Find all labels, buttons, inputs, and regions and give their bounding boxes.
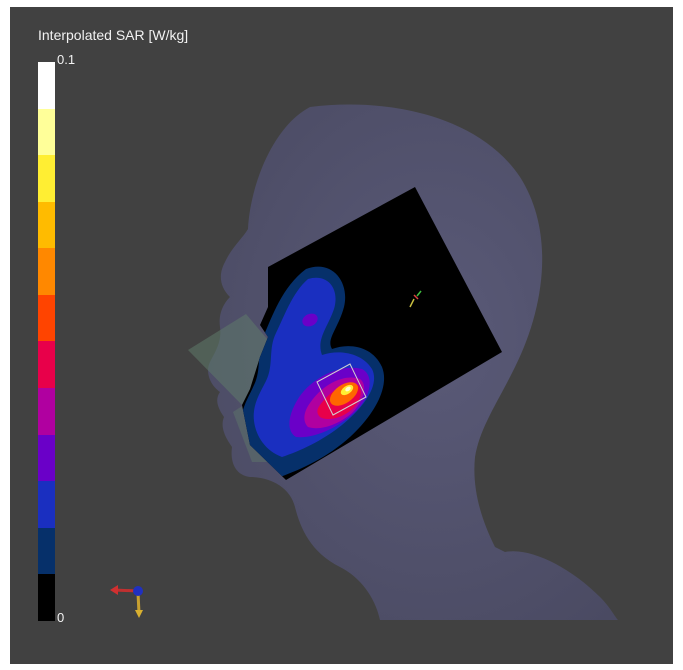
- colorbar-band: [38, 527, 55, 575]
- colorbar-max-label: 0.1: [57, 52, 76, 67]
- colorbar-band: [38, 155, 55, 202]
- colorbar-band: [38, 388, 55, 435]
- colorbar-band: [38, 434, 55, 482]
- render-viewport[interactable]: Interpolated SAR [W/kg] 0.1 0: [10, 7, 673, 664]
- colorbar-band: [38, 248, 55, 295]
- colorbar-band: [38, 108, 55, 156]
- sar-scene: [110, 104, 618, 621]
- aux-plane-upper: [188, 314, 268, 405]
- sar-measurement-plane: [242, 187, 502, 480]
- colorbar-band: [38, 481, 55, 528]
- colorbar-band: [38, 201, 55, 249]
- colorbar: [38, 62, 55, 621]
- antenna-marker: [409, 290, 422, 308]
- colorbar-band: [38, 341, 55, 389]
- colorbar-title: Interpolated SAR [W/kg]: [38, 27, 189, 43]
- colorbar-band: [38, 574, 55, 621]
- colorbar-band: [38, 62, 55, 109]
- orientation-axes-icon: [110, 585, 143, 618]
- colorbar-band: [38, 294, 55, 342]
- colorbar-min-label: 0: [57, 610, 65, 625]
